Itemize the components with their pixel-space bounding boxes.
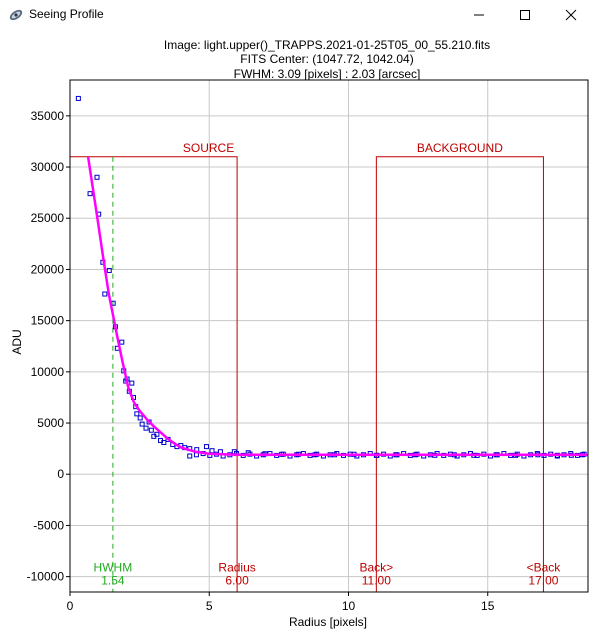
maximize-icon [520, 10, 530, 20]
y-tick-label: 20000 [31, 262, 65, 276]
close-icon [565, 9, 577, 21]
y-tick-label: -10000 [27, 570, 65, 584]
data-point [102, 291, 108, 297]
header-image-name: Image: light.upper()_TRAPPS.2021-01-25T0… [164, 38, 490, 52]
data-point [119, 339, 125, 345]
y-tick-label: 10000 [31, 365, 65, 379]
profile-fit [86, 156, 588, 457]
source-label: SOURCE [183, 141, 234, 155]
x-tick-label: 15 [481, 599, 495, 613]
marker-name-3: <Back [527, 561, 562, 575]
data-point [94, 174, 100, 180]
seeing-profile-plot: Image: light.upper()_TRAPPS.2021-01-25T0… [10, 38, 589, 629]
data-point [137, 415, 143, 421]
aperture-regions [70, 156, 544, 592]
seeing-profile-icon [8, 7, 24, 23]
minimize-button[interactable] [456, 0, 502, 30]
fit-curve [86, 156, 588, 457]
data-point-background [193, 452, 199, 458]
data-point [143, 425, 149, 431]
y-tick-label: 35000 [31, 109, 65, 123]
data-point [87, 191, 93, 197]
y-tick-label: 15000 [31, 314, 65, 328]
background-region [375, 156, 544, 592]
data-point [209, 448, 215, 454]
plot-frame [69, 79, 589, 593]
data-point [139, 421, 145, 427]
data-point [134, 411, 140, 417]
axis-ticks: 0 5 10 15 -10000 -5000 0 5000 10000 15000 20000 250… [27, 109, 495, 613]
marker-labels: SOURCE BACKGROUNDHWHM1.54Radius6.00Back>1… [94, 141, 562, 588]
minimize-icon [474, 14, 484, 16]
marker-value-3: 17.00 [528, 573, 558, 587]
y-tick-label: 0 [57, 467, 64, 481]
y-tick-label: -5000 [33, 518, 64, 532]
y-tick-label: 25000 [31, 211, 65, 225]
x-tick-label: 5 [206, 599, 213, 613]
title-bar: Seeing Profile [0, 0, 594, 30]
header-fits-center: FITS Center: (1047.72, 1042.04) [240, 52, 413, 66]
data-point-background [187, 453, 193, 459]
marker-name-2: Back> [360, 561, 394, 575]
maximize-button[interactable] [502, 0, 548, 30]
y-axis-label: ADU [10, 329, 24, 354]
marker-value-1: 6.00 [225, 573, 249, 587]
data-point [75, 95, 81, 101]
grid [70, 80, 588, 592]
marker-value-0: 1.54 [101, 573, 125, 587]
y-tick-label: 30000 [31, 160, 65, 174]
y-tick-label: 5000 [37, 416, 64, 430]
background-label: BACKGROUND [417, 141, 503, 155]
data-point [154, 431, 160, 437]
marker-value-2: 11.00 [362, 573, 391, 587]
data-point [129, 380, 135, 386]
data-point [148, 427, 154, 433]
x-axis-label: Radius [pixels] [289, 615, 367, 629]
window-title: Seeing Profile [29, 7, 104, 21]
data-point [161, 439, 167, 445]
marker-name-1: Radius [218, 561, 255, 575]
x-tick-label: 10 [342, 599, 356, 613]
data-point [106, 267, 112, 273]
source-region [70, 156, 238, 592]
x-tick-label: 0 [67, 599, 74, 613]
marker-name-0: HWHM [94, 561, 133, 575]
header-fwhm: FWHM: 3.09 [pixels] : 2.03 [arcsec] [234, 67, 421, 81]
data-points [75, 95, 587, 459]
close-button[interactable] [548, 0, 594, 30]
data-point [203, 444, 209, 450]
